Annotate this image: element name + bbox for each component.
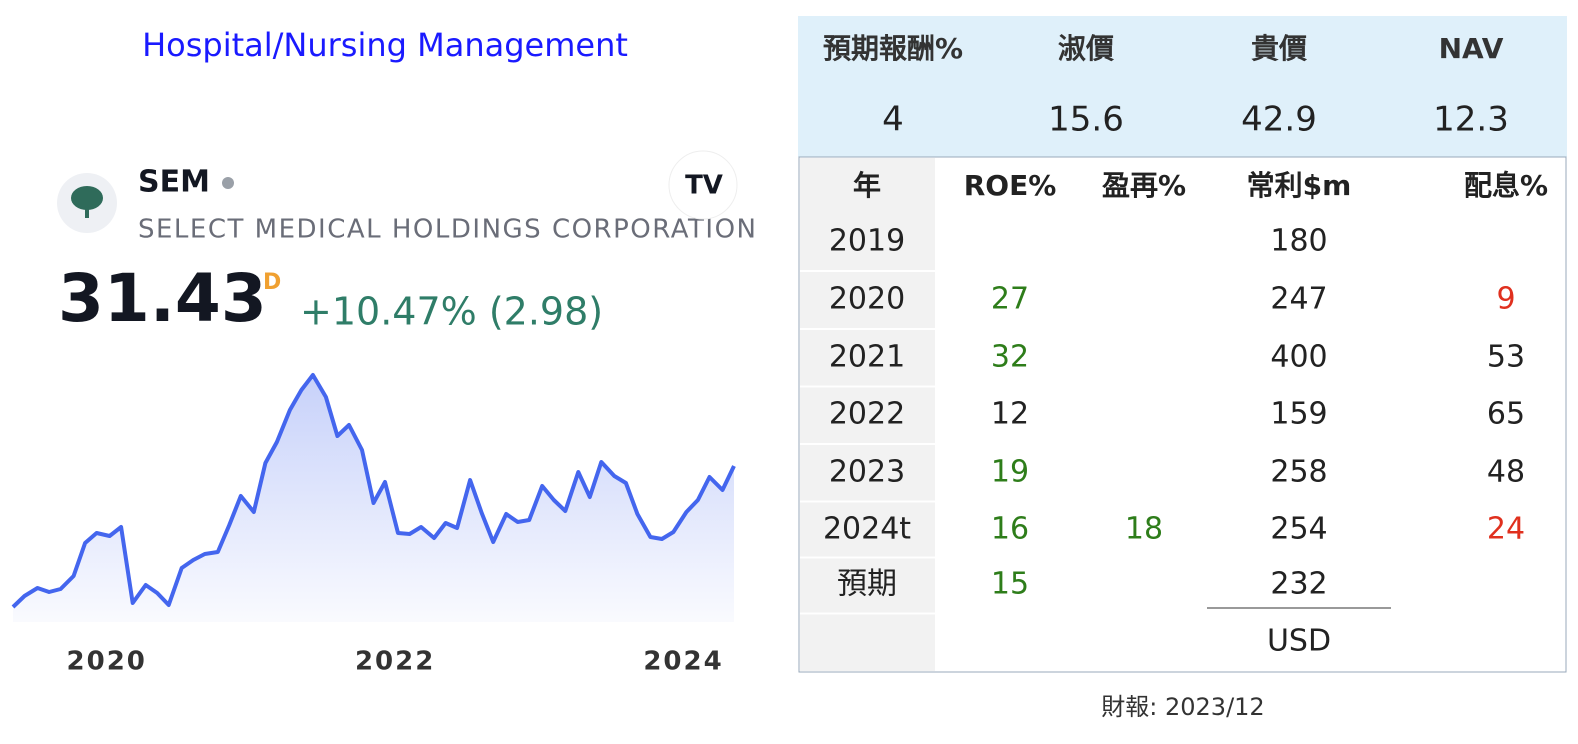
table-header: 年 [853,169,881,202]
price-change: +10.47% (2.98) [300,290,603,334]
x-tick-label: 2022 [355,647,435,677]
table-cell: 32 [991,340,1029,375]
table-cell: 65 [1487,397,1525,432]
table-cell: 48 [1487,455,1525,490]
x-tick-label: 2024 [643,647,723,677]
table-cell: 2024t [823,512,911,547]
logo-tree [71,186,103,218]
table-cell: 2022 [829,397,905,432]
status-dot [222,177,234,189]
summary-band [798,16,1567,157]
table-cell: USD [1267,624,1331,659]
line-chart: 2020 2022 2024 [11,373,736,677]
table-cell: 27 [991,282,1029,317]
table-cell: 400 [1270,340,1327,375]
table-cell: 159 [1270,397,1327,432]
year-column [800,158,935,671]
table-cell: 24 [1487,512,1525,547]
price-flag: D [263,270,281,295]
table-header: 盈再% [1102,169,1186,202]
table-cell: 180 [1270,224,1327,259]
ticker: SEM [138,165,210,200]
summary-header: 淑價 [1058,32,1115,65]
summary-value: 42.9 [1241,100,1317,140]
table-cell: 53 [1487,340,1525,375]
table-cell: 232 [1270,567,1327,602]
summary-header: 貴價 [1251,32,1308,65]
x-tick-label: 2020 [67,647,147,677]
table-cell: 247 [1270,282,1327,317]
table-cell: 9 [1496,282,1515,317]
price-line [11,373,736,609]
table-header: 配息% [1464,169,1548,202]
table-cell: 19 [991,455,1029,490]
company-name: SELECT MEDICAL HOLDINGS CORPORATION [138,215,758,245]
title: Hospital/Nursing Management [142,26,628,64]
summary-header: 預期報酬% [823,32,963,65]
table-cell: 18 [1125,512,1163,547]
table-cell: 2019 [829,224,905,259]
table-cell: 預期 [837,567,897,602]
table-cell: 2023 [829,455,905,490]
table-header: 常利$m [1247,169,1352,202]
summary-value: 15.6 [1048,100,1124,140]
table-cell: 258 [1270,455,1327,490]
table-cell: 15 [991,567,1029,602]
table-cell: 16 [991,512,1029,547]
tv-logo: TV [685,171,723,201]
price: 31.43 [58,260,267,337]
summary-value: 12.3 [1433,100,1509,140]
summary-header: NAV [1439,32,1504,65]
tv-button[interactable] [668,150,738,220]
table-cell: 12 [991,397,1029,432]
table-cell: 2021 [829,340,905,375]
table-cell: 254 [1270,512,1327,547]
summary-value: 4 [882,100,904,140]
table-cell: 2020 [829,282,905,317]
table-header: ROE% [964,169,1057,202]
table: 預期報酬% 淑價 貴價 NAV 4 15.6 42.9 12.3 年 ROE% 盈再% 常利$m 配息%… [800,32,1548,659]
footnote: 財報: 2023/12 [1101,693,1264,721]
